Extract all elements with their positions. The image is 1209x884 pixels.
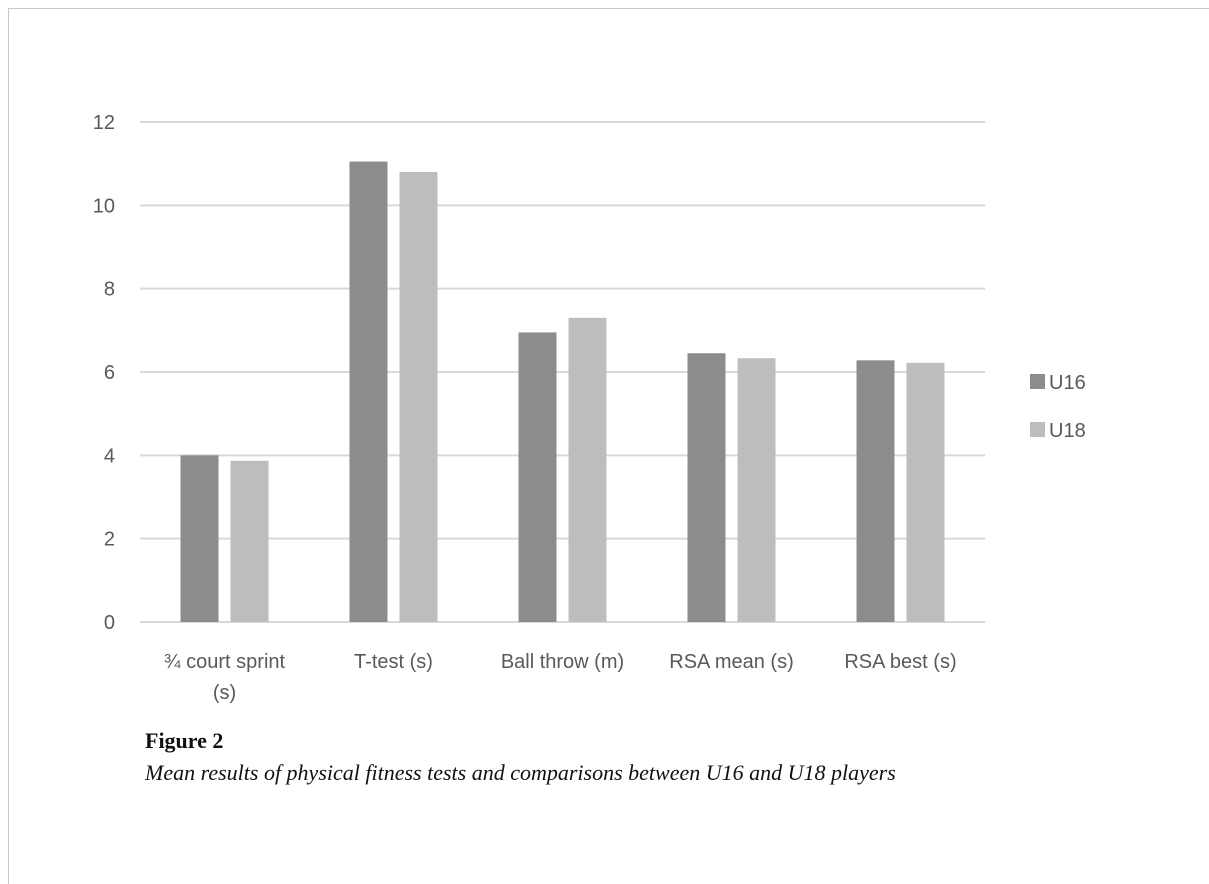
legend-label-u18: U18 <box>1049 420 1086 442</box>
figure-caption-text: Mean results of physical fitness tests a… <box>145 760 896 785</box>
figure-frame <box>8 8 1209 884</box>
bar-chart: 0 2 4 6 8 10 12 ¾ court sprint (s) T-test (s) Bal… <box>93 112 1086 704</box>
bar-u16 <box>349 161 388 623</box>
legend-label-u16: U16 <box>1049 372 1086 394</box>
x-axis-ticks: ¾ court sprint (s) T-test (s) Ball throw (m… <box>164 651 957 704</box>
legend: U16 U18 <box>1030 372 1086 442</box>
legend-swatch-u16 <box>1030 374 1045 389</box>
x-tick-label: Ball throw (m) <box>501 651 624 673</box>
x-tick-label: T-test (s) <box>354 651 433 673</box>
bar-u18 <box>230 460 269 622</box>
bar-u18 <box>399 172 438 622</box>
x-tick-label: RSA mean (s) <box>669 651 793 673</box>
bar-u18 <box>568 317 607 622</box>
y-tick-label: 12 <box>93 112 115 134</box>
legend-swatch-u18 <box>1030 422 1045 437</box>
bars <box>180 161 945 623</box>
bar-u18 <box>906 362 945 622</box>
bar-u16 <box>518 332 557 622</box>
bar-u16 <box>856 360 895 622</box>
gridlines <box>140 121 985 623</box>
bar-u16 <box>687 353 726 622</box>
x-tick-label: (s) <box>213 682 236 704</box>
x-tick-label: RSA best (s) <box>844 651 956 673</box>
y-tick-label: 4 <box>104 445 115 467</box>
bar-u18 <box>737 358 776 622</box>
y-tick-label: 6 <box>104 362 115 384</box>
figure-caption: Figure 2 Mean results of physical fitnes… <box>145 728 1145 786</box>
x-tick-label: ¾ court sprint <box>164 651 286 673</box>
y-tick-label: 2 <box>104 529 115 551</box>
y-tick-label: 8 <box>104 279 115 301</box>
figure-label: Figure 2 <box>145 728 224 753</box>
y-tick-label: 10 <box>93 195 115 217</box>
y-tick-label: 0 <box>104 612 115 634</box>
bar-u16 <box>180 455 219 622</box>
y-axis-ticks: 0 2 4 6 8 10 12 <box>93 112 115 634</box>
